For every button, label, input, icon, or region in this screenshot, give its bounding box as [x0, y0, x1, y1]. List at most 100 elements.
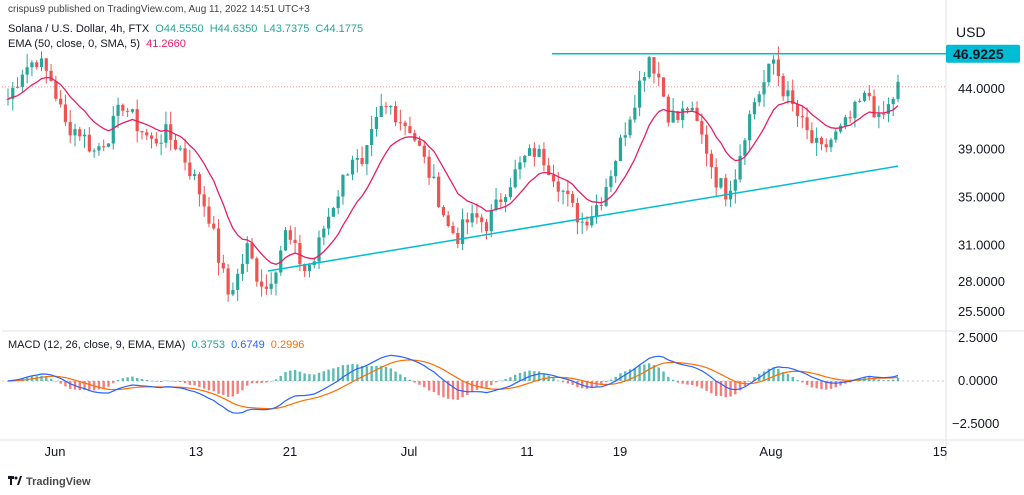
- macd-hist-bar: [523, 371, 526, 381]
- candle-body: [738, 156, 742, 180]
- candle-body: [236, 273, 240, 290]
- candle-body: [542, 148, 546, 166]
- macd-legend[interactable]: MACD (12, 26, close, 9, EMA, EMA) 0.3753…: [8, 339, 307, 351]
- time-tick-label: 21: [283, 444, 297, 459]
- macd-hist-bar: [820, 381, 823, 390]
- macd-hist-bar: [351, 364, 354, 381]
- candle-body: [456, 232, 460, 244]
- candle-body: [126, 110, 130, 112]
- candle-body: [561, 190, 565, 192]
- candle-body: [843, 117, 847, 126]
- symbol-title: Solana / U.S. Dollar, 4h, FTX: [8, 23, 150, 35]
- macd-hist-bar: [145, 379, 148, 381]
- macd-hist-bar: [700, 381, 704, 389]
- candle-body: [604, 187, 608, 206]
- candle-body: [523, 155, 527, 163]
- candle-body: [867, 92, 871, 97]
- ema-label: EMA (50, close, 0, SMA, 5): [8, 38, 141, 50]
- candle-body: [551, 175, 556, 182]
- macd-hist-bar: [279, 375, 282, 381]
- candle-body: [896, 81, 900, 99]
- macd-hist-bar: [628, 369, 632, 381]
- candle-body: [719, 178, 723, 188]
- macd-hist-bar: [514, 374, 517, 381]
- macd-hist-bar: [202, 381, 206, 389]
- candle-body: [690, 107, 694, 111]
- candle-body: [733, 179, 737, 191]
- candle-body: [59, 98, 63, 105]
- candle-body: [417, 140, 422, 146]
- macd-hist-bar: [265, 381, 268, 383]
- candle-body: [475, 213, 479, 218]
- candle-body: [714, 167, 718, 188]
- macd-hist-bar: [403, 377, 407, 381]
- macd-hist-bar: [609, 379, 613, 381]
- macd-hist-bar: [69, 381, 72, 389]
- ema-line: [7, 76, 899, 265]
- candle-body: [695, 107, 699, 121]
- symbol-legend[interactable]: Solana / U.S. Dollar, 4h, FTX O44.5550 H…: [8, 23, 366, 35]
- candle-body: [786, 90, 790, 97]
- macd-hist-bar: [671, 379, 675, 381]
- candle-body: [609, 176, 613, 188]
- candle-body: [451, 225, 455, 233]
- macd-hist-bar: [714, 381, 718, 396]
- macd-hist-bar: [518, 372, 522, 381]
- candle-body: [633, 107, 637, 120]
- candle-body: [135, 109, 139, 132]
- ohlc-close: C44.1775: [315, 23, 364, 35]
- macd-histogram: [6, 363, 900, 400]
- macd-hist-bar: [174, 381, 177, 382]
- time-tick-label: 11: [520, 444, 534, 459]
- macd-hist-bar: [600, 381, 603, 385]
- macd-hist-bar: [485, 381, 488, 388]
- time-tick-label: 13: [189, 444, 203, 459]
- candle-body: [834, 131, 838, 140]
- candle-body: [642, 77, 646, 81]
- candle-body: [470, 213, 474, 223]
- candle-body: [360, 157, 364, 165]
- macd-hist-bar: [423, 381, 426, 388]
- time-tick-label: Jul: [401, 444, 418, 459]
- macd-hist-bar: [293, 370, 297, 381]
- candle-body: [183, 148, 187, 163]
- candle-body: [54, 81, 58, 99]
- candle-body: [815, 137, 819, 143]
- macd-hist-value: 0.3753: [191, 339, 225, 351]
- macd-hist-bar: [571, 381, 574, 385]
- candle-body: [149, 135, 154, 139]
- candle-body: [68, 122, 72, 136]
- tradingview-footer[interactable]: TradingView: [8, 476, 91, 488]
- candle-body: [494, 199, 498, 210]
- candle-body: [877, 113, 881, 118]
- candles-group: [6, 46, 900, 302]
- macd-hist-bar: [585, 381, 589, 389]
- candle-body: [532, 148, 536, 157]
- macd-hist-bar: [212, 381, 215, 392]
- candle-body: [757, 94, 761, 103]
- candle-body: [193, 174, 197, 177]
- candle-body: [465, 219, 469, 223]
- candle-body: [245, 243, 249, 264]
- candle-body: [671, 111, 675, 123]
- macd-hist-bar: [504, 378, 507, 381]
- macd-hist-bar: [159, 381, 163, 382]
- ema-legend[interactable]: EMA (50, close, 0, SMA, 5) 41.2660: [8, 38, 189, 50]
- price-tag-label: 46.9225: [953, 46, 1004, 62]
- macd-tick-label: −2.5000: [952, 416, 999, 431]
- macd-hist-bar: [542, 373, 546, 381]
- macd-hist-bar: [112, 381, 115, 384]
- candle-body: [216, 228, 221, 263]
- macd-hist-bar: [322, 371, 326, 381]
- macd-hist-bar: [590, 381, 593, 389]
- price-tag-bg: [946, 44, 1020, 63]
- candle-body: [226, 268, 230, 295]
- macd-hist-bar: [346, 364, 349, 381]
- macd-hist-bar: [447, 381, 450, 399]
- candle-body: [173, 139, 178, 150]
- candle-body: [379, 105, 383, 118]
- macd-hist-bar: [461, 381, 464, 398]
- macd-hist-bar: [332, 368, 335, 381]
- macd-hist-bar: [470, 381, 474, 393]
